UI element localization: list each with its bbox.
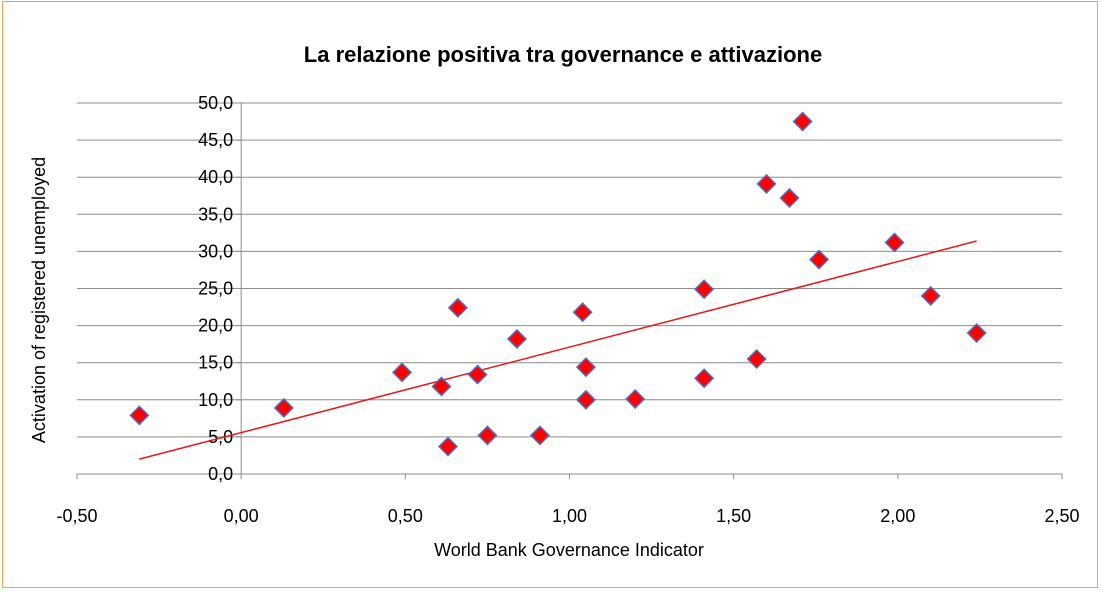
trendline bbox=[139, 240, 977, 460]
data-points bbox=[129, 111, 987, 457]
data-point bbox=[920, 285, 941, 306]
y-tick-label: 40,0 bbox=[198, 167, 233, 187]
data-point bbox=[506, 328, 528, 350]
data-point bbox=[966, 322, 987, 344]
gridlines bbox=[77, 102, 1062, 438]
y-tick-label: 5,0 bbox=[208, 427, 233, 447]
data-point bbox=[477, 425, 498, 446]
x-axis-ticks: -0,50 0,00 0,50 1,00 1,50 2,00 2,50 bbox=[56, 474, 1080, 526]
x-tick-label: -0,50 bbox=[56, 506, 97, 526]
data-point bbox=[792, 111, 813, 132]
y-tick-label: 20,0 bbox=[198, 316, 233, 336]
chart-title: La relazione positiva tra governance e a… bbox=[304, 42, 822, 67]
y-tick-label: 50,0 bbox=[198, 93, 233, 113]
data-point bbox=[808, 249, 830, 270]
y-tick-label: 10,0 bbox=[198, 390, 233, 410]
data-point bbox=[746, 348, 767, 370]
data-point bbox=[884, 232, 905, 253]
x-tick-label: 1,00 bbox=[552, 506, 587, 526]
y-tick-label: 45,0 bbox=[198, 130, 233, 150]
data-point bbox=[694, 368, 715, 389]
data-point bbox=[391, 362, 413, 383]
trendline-group bbox=[139, 240, 977, 460]
y-axis-ticks: 0,0 5,0 10,0 15,0 20,0 25,0 30,0 35,0 40,0 45,0 50… bbox=[198, 93, 242, 484]
data-point bbox=[625, 388, 646, 410]
x-tick-label: 2,50 bbox=[1044, 506, 1079, 526]
y-tick-label: 15,0 bbox=[198, 353, 233, 373]
data-point bbox=[575, 389, 596, 410]
x-tick-label: 2,00 bbox=[880, 506, 915, 526]
x-axis-label: World Bank Governance Indicator bbox=[434, 540, 704, 560]
y-tick-label: 25,0 bbox=[198, 279, 233, 299]
data-point bbox=[529, 425, 551, 446]
data-point bbox=[694, 279, 715, 300]
y-axis-label: Activation of registered unemployed bbox=[29, 157, 49, 443]
y-tick-label: 35,0 bbox=[198, 204, 233, 224]
x-tick-label: 0,50 bbox=[388, 506, 423, 526]
y-tick-label: 30,0 bbox=[198, 241, 233, 261]
data-point bbox=[756, 173, 777, 194]
data-point bbox=[447, 297, 468, 318]
y-tick-label: 0,0 bbox=[208, 464, 233, 484]
x-tick-label: 1,50 bbox=[716, 506, 751, 526]
data-point bbox=[129, 405, 150, 426]
data-point bbox=[467, 364, 488, 385]
data-point bbox=[437, 436, 459, 457]
x-tick-label: 0,00 bbox=[224, 506, 259, 526]
data-point bbox=[431, 376, 452, 397]
data-point bbox=[575, 357, 596, 378]
data-point bbox=[273, 397, 294, 419]
data-point bbox=[779, 187, 800, 209]
data-point bbox=[572, 302, 593, 323]
